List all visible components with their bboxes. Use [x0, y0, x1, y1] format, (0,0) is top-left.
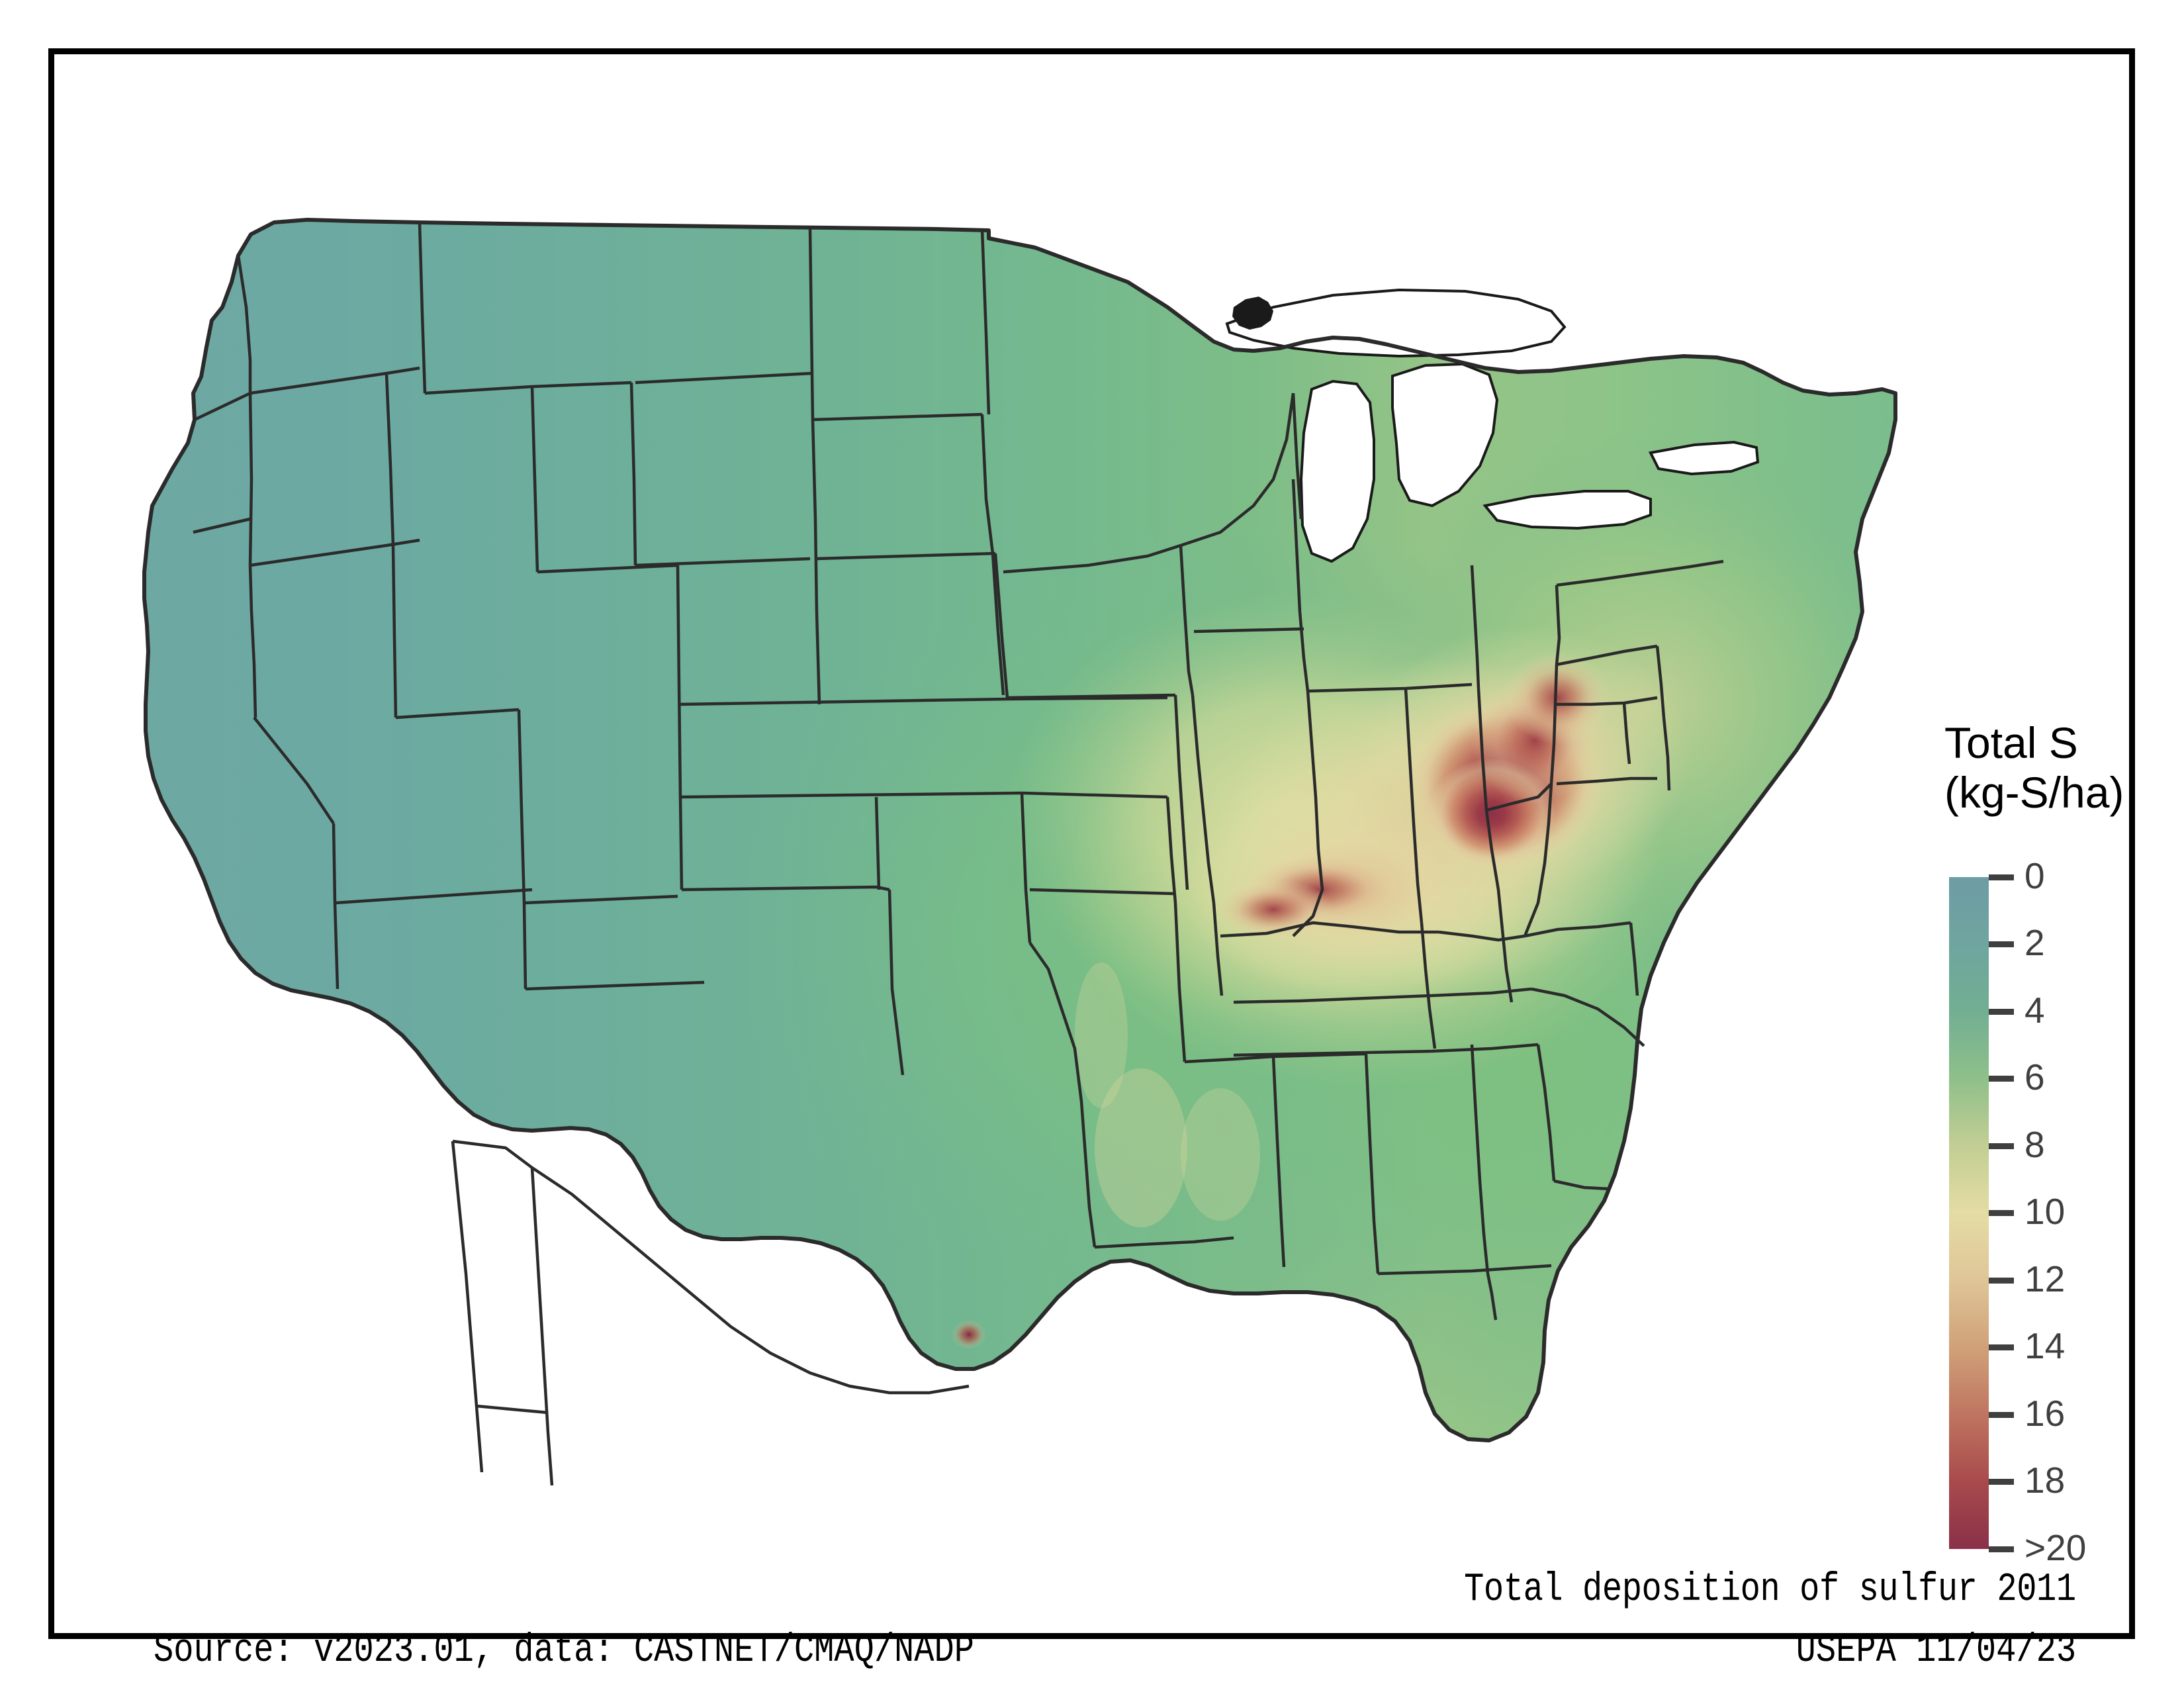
tick-mark-icon: [1989, 1210, 2014, 1216]
colorbar-block: 0 2 4 6 8 10 12 14 16 18 >20: [1949, 857, 2086, 1566]
tick-mark-icon: [1989, 1546, 2014, 1552]
colorbar-tick-label: 0: [2025, 855, 2045, 896]
tick-mark-icon: [1989, 1344, 2014, 1350]
colorbar-tick-label: 12: [2025, 1258, 2066, 1299]
tick-mark-icon: [1989, 1008, 2014, 1015]
colorbar-tick-label: 18: [2025, 1460, 2066, 1501]
colorbar-tick-label: 8: [2025, 1123, 2045, 1165]
figure-caption-agency: USEPA 11/04/23: [1796, 1628, 2076, 1673]
colorbar-tick-label: 14: [2025, 1325, 2066, 1366]
deposition-map: [109, 109, 1948, 1552]
tick-mark-icon: [1989, 1143, 2014, 1149]
tick-mark-icon: [1989, 874, 2014, 880]
colorbar-ticks: 0 2 4 6 8 10 12 14 16 18 >20: [1989, 857, 2184, 1566]
colorbar-gradient: [1949, 877, 1989, 1549]
coastline-detail: [1232, 297, 1273, 330]
figure-caption-source: Source: v2023.01, data: CASTNET/CMAQ/NAD…: [154, 1628, 975, 1673]
colorbar-tick-label: 6: [2025, 1056, 2045, 1098]
tick-mark-icon: [1989, 1479, 2014, 1485]
colorbar-tick-label: 2: [2025, 922, 2045, 963]
tick-mark-icon: [1989, 1076, 2014, 1082]
colorbar-title-line1: Total S: [1944, 718, 2078, 767]
colorbar-title-line2: (kg-S/ha): [1944, 767, 2124, 817]
colorbar-tick-label: 4: [2025, 989, 2045, 1031]
neighboring-country-borders: [451, 1139, 970, 1486]
map-panel: [109, 109, 1948, 1552]
deposition-field: [144, 220, 1895, 1440]
figure-caption-title: Total deposition of sulfur 2011: [1464, 1568, 2076, 1613]
colorbar-tick-label: 10: [2025, 1191, 2066, 1232]
tick-mark-icon: [1989, 941, 2014, 947]
tick-mark-icon: [1989, 1277, 2014, 1284]
colorbar-tick-label: >20: [2025, 1526, 2087, 1568]
colorbar-title: Total S (kg-S/ha): [1944, 718, 2184, 817]
figure-frame: Total S (kg-S/ha) 0 2 4 6 8 10 12 14 16 18 >20 Tot…: [48, 48, 2135, 1673]
tick-mark-icon: [1989, 1411, 2014, 1418]
colorbar-tick-label: 16: [2025, 1392, 2066, 1434]
state-boundaries: [142, 218, 1897, 1442]
